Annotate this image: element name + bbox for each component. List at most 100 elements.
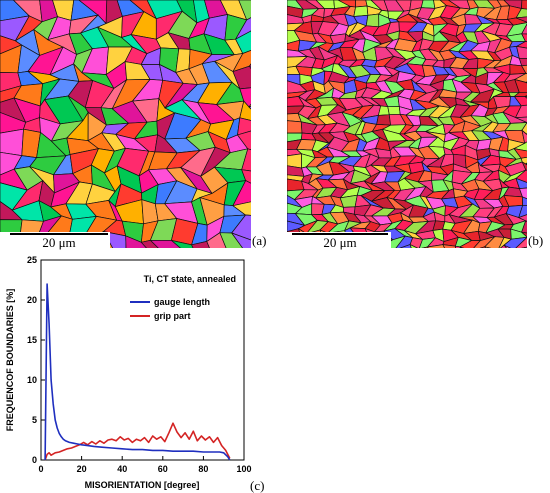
grain bbox=[515, 16, 527, 23]
grain bbox=[479, 246, 486, 248]
misorientation-chart: 0 5 10 15 20 25 0 20 40 60 80 100 Ti, CT state, an… bbox=[5, 255, 264, 493]
grain bbox=[517, 214, 527, 222]
x-ticks: 0 20 40 60 80 100 bbox=[38, 456, 252, 474]
grain bbox=[502, 111, 527, 124]
grain bbox=[514, 104, 527, 118]
plot-frame bbox=[40, 259, 245, 461]
grain bbox=[409, 237, 424, 248]
grain bbox=[232, 65, 251, 90]
grain bbox=[171, 240, 194, 248]
grain bbox=[525, 163, 527, 166]
grain bbox=[420, 0, 436, 9]
scale-bar-a bbox=[10, 233, 108, 235]
grain bbox=[521, 129, 527, 144]
grain bbox=[503, 244, 511, 248]
panel-label-b: (b) bbox=[528, 233, 544, 248]
grain bbox=[513, 96, 527, 107]
y-tick-label: 25 bbox=[27, 255, 37, 265]
grain bbox=[248, 63, 251, 67]
scale-bar-box-b bbox=[287, 232, 391, 248]
grain bbox=[515, 177, 527, 189]
grain bbox=[149, 239, 181, 248]
grain bbox=[248, 106, 251, 110]
y-tick-label: 5 bbox=[32, 415, 37, 425]
grain bbox=[353, 5, 369, 17]
grain-map-b bbox=[287, 0, 527, 248]
grain bbox=[231, 214, 251, 241]
grain bbox=[387, 106, 401, 116]
scale-bar-b bbox=[292, 233, 388, 235]
grain bbox=[399, 244, 412, 248]
grain bbox=[191, 240, 210, 248]
grain bbox=[521, 220, 527, 234]
grain bbox=[524, 96, 527, 99]
grain bbox=[518, 204, 527, 219]
panel-label-a: (a) bbox=[252, 233, 267, 248]
y-ticks: 0 5 10 15 20 25 bbox=[27, 255, 45, 465]
grain bbox=[237, 117, 251, 136]
grain bbox=[426, 244, 445, 248]
y-axis-label: FREQUENCOF BOUNDARIES [%] bbox=[5, 289, 15, 432]
grain bbox=[442, 244, 457, 248]
grain bbox=[232, 201, 251, 216]
x-tick-label: 80 bbox=[198, 464, 208, 474]
grain bbox=[238, 0, 251, 21]
grain bbox=[484, 246, 492, 248]
y-tick-label: 10 bbox=[27, 375, 37, 385]
grain bbox=[287, 120, 303, 134]
scale-bar-label-a: 20 μm bbox=[42, 235, 76, 250]
series-group bbox=[44, 283, 231, 461]
y-tick-label: 15 bbox=[27, 335, 37, 345]
grain bbox=[521, 246, 527, 248]
grain bbox=[520, 231, 527, 238]
series-line-gauge-length bbox=[44, 283, 231, 461]
grain bbox=[236, 130, 251, 151]
grain bbox=[376, 114, 391, 126]
grain bbox=[513, 148, 527, 159]
y-tick-label: 20 bbox=[27, 295, 37, 305]
orientation-map-a bbox=[0, 0, 251, 248]
grain bbox=[409, 243, 419, 248]
x-tick-label: 0 bbox=[38, 464, 43, 474]
grain bbox=[365, 13, 380, 28]
x-tick-label: 100 bbox=[236, 464, 251, 474]
grain bbox=[515, 237, 527, 248]
x-axis-label: MISORIENTATION [degree] bbox=[85, 480, 200, 490]
grain bbox=[500, 244, 507, 248]
grain bbox=[521, 0, 527, 10]
grain bbox=[459, 246, 465, 248]
grain bbox=[421, 246, 429, 248]
grain bbox=[125, 235, 147, 248]
grain bbox=[518, 58, 527, 67]
chart-title: Ti, CT state, annealed bbox=[144, 274, 236, 284]
grain bbox=[521, 33, 527, 42]
grain bbox=[484, 236, 505, 248]
grain bbox=[516, 45, 527, 59]
grain bbox=[515, 116, 527, 123]
grain bbox=[514, 78, 527, 93]
grain bbox=[241, 148, 251, 172]
grain bbox=[515, 8, 527, 19]
grain bbox=[515, 41, 527, 49]
scale-bar-label-b: 20 μm bbox=[323, 235, 357, 250]
grain bbox=[513, 141, 527, 152]
grain bbox=[230, 232, 251, 248]
grain bbox=[522, 196, 527, 206]
grain bbox=[219, 232, 244, 248]
x-tick-label: 40 bbox=[117, 464, 127, 474]
y-tick-label: 0 bbox=[32, 455, 37, 465]
orientation-map-b bbox=[287, 0, 527, 248]
grain bbox=[235, 30, 251, 54]
series-line-grip-part bbox=[44, 422, 231, 461]
grain bbox=[232, 180, 251, 207]
grain bbox=[519, 187, 527, 200]
grain bbox=[510, 228, 527, 240]
legend-label-grip: grip part bbox=[154, 311, 191, 321]
scale-bar-box-a bbox=[0, 232, 110, 248]
grain bbox=[503, 236, 527, 248]
grain bbox=[234, 17, 251, 41]
grain bbox=[248, 65, 251, 69]
grain bbox=[241, 169, 251, 184]
panel-label-c: (c) bbox=[250, 478, 264, 493]
grain bbox=[454, 245, 461, 248]
